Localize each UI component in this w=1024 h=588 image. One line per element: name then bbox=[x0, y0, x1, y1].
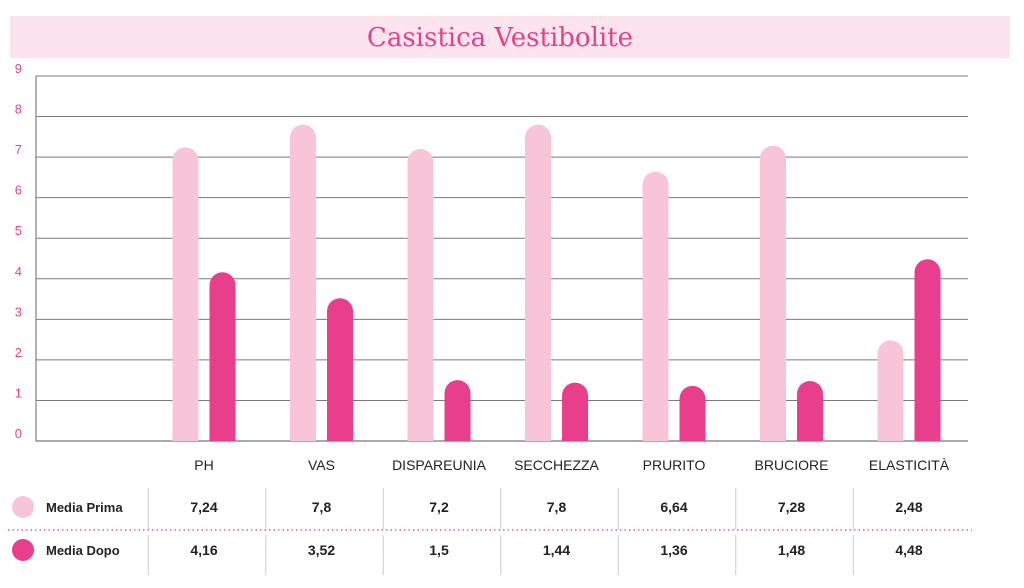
table-cell-value: 4,16 bbox=[190, 542, 217, 558]
bar-media-prima bbox=[172, 147, 199, 441]
table-cell-value: 7,8 bbox=[312, 499, 332, 515]
table-cell-value: 7,2 bbox=[429, 499, 449, 515]
x-category-label: PH bbox=[194, 457, 213, 473]
y-tick-label: 7 bbox=[15, 142, 22, 157]
y-tick-label: 2 bbox=[15, 345, 22, 360]
table-cell-value: 1,48 bbox=[778, 542, 805, 558]
x-category-label: ELASTICITÀ bbox=[869, 457, 950, 473]
chart-title: Casistica Vestibolite bbox=[366, 23, 634, 53]
y-tick-label: 5 bbox=[15, 223, 22, 238]
x-category-label: DISPAREUNIA bbox=[392, 457, 487, 473]
bar-media-dopo bbox=[444, 380, 471, 441]
table-cell-value: 3,52 bbox=[308, 542, 335, 558]
x-category-label: SECCHEZZA bbox=[514, 457, 599, 473]
table-cell-value: 1,36 bbox=[660, 542, 687, 558]
y-tick-label: 8 bbox=[15, 102, 22, 117]
bar-media-dopo bbox=[679, 385, 706, 441]
bar-media-prima bbox=[290, 124, 316, 441]
bar-media-prima bbox=[642, 171, 669, 441]
y-tick-label: 9 bbox=[15, 61, 22, 76]
table-cell-value: 7,28 bbox=[778, 499, 805, 515]
bar-media-prima bbox=[760, 145, 786, 442]
table-cell-value: 2,48 bbox=[895, 499, 922, 515]
table-cell-value: 4,48 bbox=[895, 542, 922, 558]
table-cell-value: 1,44 bbox=[543, 542, 570, 558]
legend-label: Media Prima bbox=[46, 500, 123, 515]
table-cell-value: 7,24 bbox=[190, 499, 217, 515]
bar-media-dopo bbox=[914, 259, 941, 441]
y-tick-label: 6 bbox=[15, 183, 22, 198]
table-cell-value: 1,5 bbox=[429, 542, 449, 558]
bar-media-dopo bbox=[797, 380, 823, 441]
y-tick-label: 4 bbox=[15, 264, 22, 279]
bar-media-dopo bbox=[562, 382, 588, 441]
bar-media-prima bbox=[877, 340, 904, 441]
legend-swatch-media-prima bbox=[12, 496, 34, 518]
y-tick-label: 1 bbox=[15, 385, 22, 400]
bar-media-dopo bbox=[327, 298, 353, 441]
bar-media-prima bbox=[525, 124, 551, 441]
x-category-label: PRURITO bbox=[643, 457, 706, 473]
legend-swatch-media-dopo bbox=[12, 539, 34, 561]
y-tick-label: 3 bbox=[15, 304, 22, 319]
table-cell-value: 7,8 bbox=[547, 499, 567, 515]
title-bar: Casistica Vestibolite bbox=[10, 16, 1010, 58]
table-cell-value: 6,64 bbox=[660, 499, 687, 515]
y-tick-label: 0 bbox=[15, 426, 22, 441]
bar-media-dopo bbox=[209, 272, 236, 441]
x-category-label: BRUCIORE bbox=[755, 457, 829, 473]
x-category-label: VAS bbox=[308, 457, 335, 473]
bar-media-prima bbox=[407, 149, 434, 442]
legend-label: Media Dopo bbox=[46, 543, 120, 558]
